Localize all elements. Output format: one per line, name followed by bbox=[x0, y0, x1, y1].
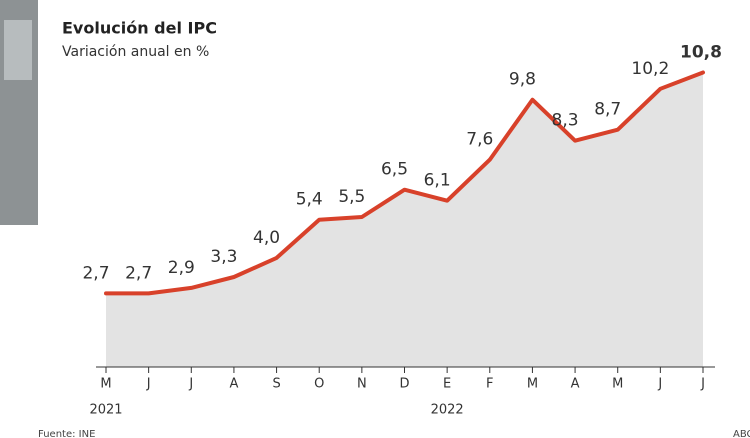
x-tick-label: F bbox=[486, 377, 493, 392]
value-label: 5,4 bbox=[296, 190, 323, 210]
value-label: 2,7 bbox=[125, 263, 152, 283]
year-label: 2022 bbox=[431, 403, 464, 418]
x-tick-label: M bbox=[100, 377, 111, 392]
x-tick-label: N bbox=[357, 377, 367, 392]
value-label: 8,3 bbox=[552, 111, 579, 131]
value-label: 2,9 bbox=[168, 258, 195, 278]
chart-title: Evolución del IPC bbox=[62, 19, 217, 38]
value-label: 10,2 bbox=[631, 59, 669, 79]
value-label: 9,8 bbox=[509, 70, 536, 90]
chart-subtitle: Variación anual en % bbox=[62, 44, 209, 60]
photo-detail bbox=[4, 20, 32, 80]
value-label: 3,3 bbox=[210, 247, 237, 267]
value-label: 4,0 bbox=[253, 228, 280, 248]
value-label: 10,8 bbox=[680, 42, 722, 62]
x-tick-label: J bbox=[700, 377, 705, 392]
x-tick-label: A bbox=[229, 377, 238, 392]
brand: ABC bbox=[733, 429, 750, 438]
x-tick-label: M bbox=[527, 377, 538, 392]
x-tick-label: A bbox=[571, 377, 580, 392]
x-tick-label: S bbox=[272, 377, 280, 392]
value-label: 8,7 bbox=[594, 100, 621, 120]
x-tick-label: J bbox=[188, 377, 193, 392]
x-tick-label: J bbox=[657, 377, 662, 392]
x-tick-label: E bbox=[443, 377, 451, 392]
value-label: 6,5 bbox=[381, 160, 408, 180]
x-tick-label: O bbox=[314, 377, 324, 392]
x-tick-label: D bbox=[399, 377, 409, 392]
x-tick-label: J bbox=[146, 377, 151, 392]
value-label: 2,7 bbox=[82, 263, 109, 283]
value-label: 7,6 bbox=[466, 130, 493, 150]
year-label: 2021 bbox=[89, 403, 122, 418]
source: Fuente: INE bbox=[38, 429, 95, 438]
chart: Evolución del IPC Variación anual en % F… bbox=[0, 0, 750, 438]
value-label: 5,5 bbox=[338, 187, 365, 207]
value-label: 6,1 bbox=[424, 171, 451, 191]
x-tick-label: M bbox=[612, 377, 623, 392]
